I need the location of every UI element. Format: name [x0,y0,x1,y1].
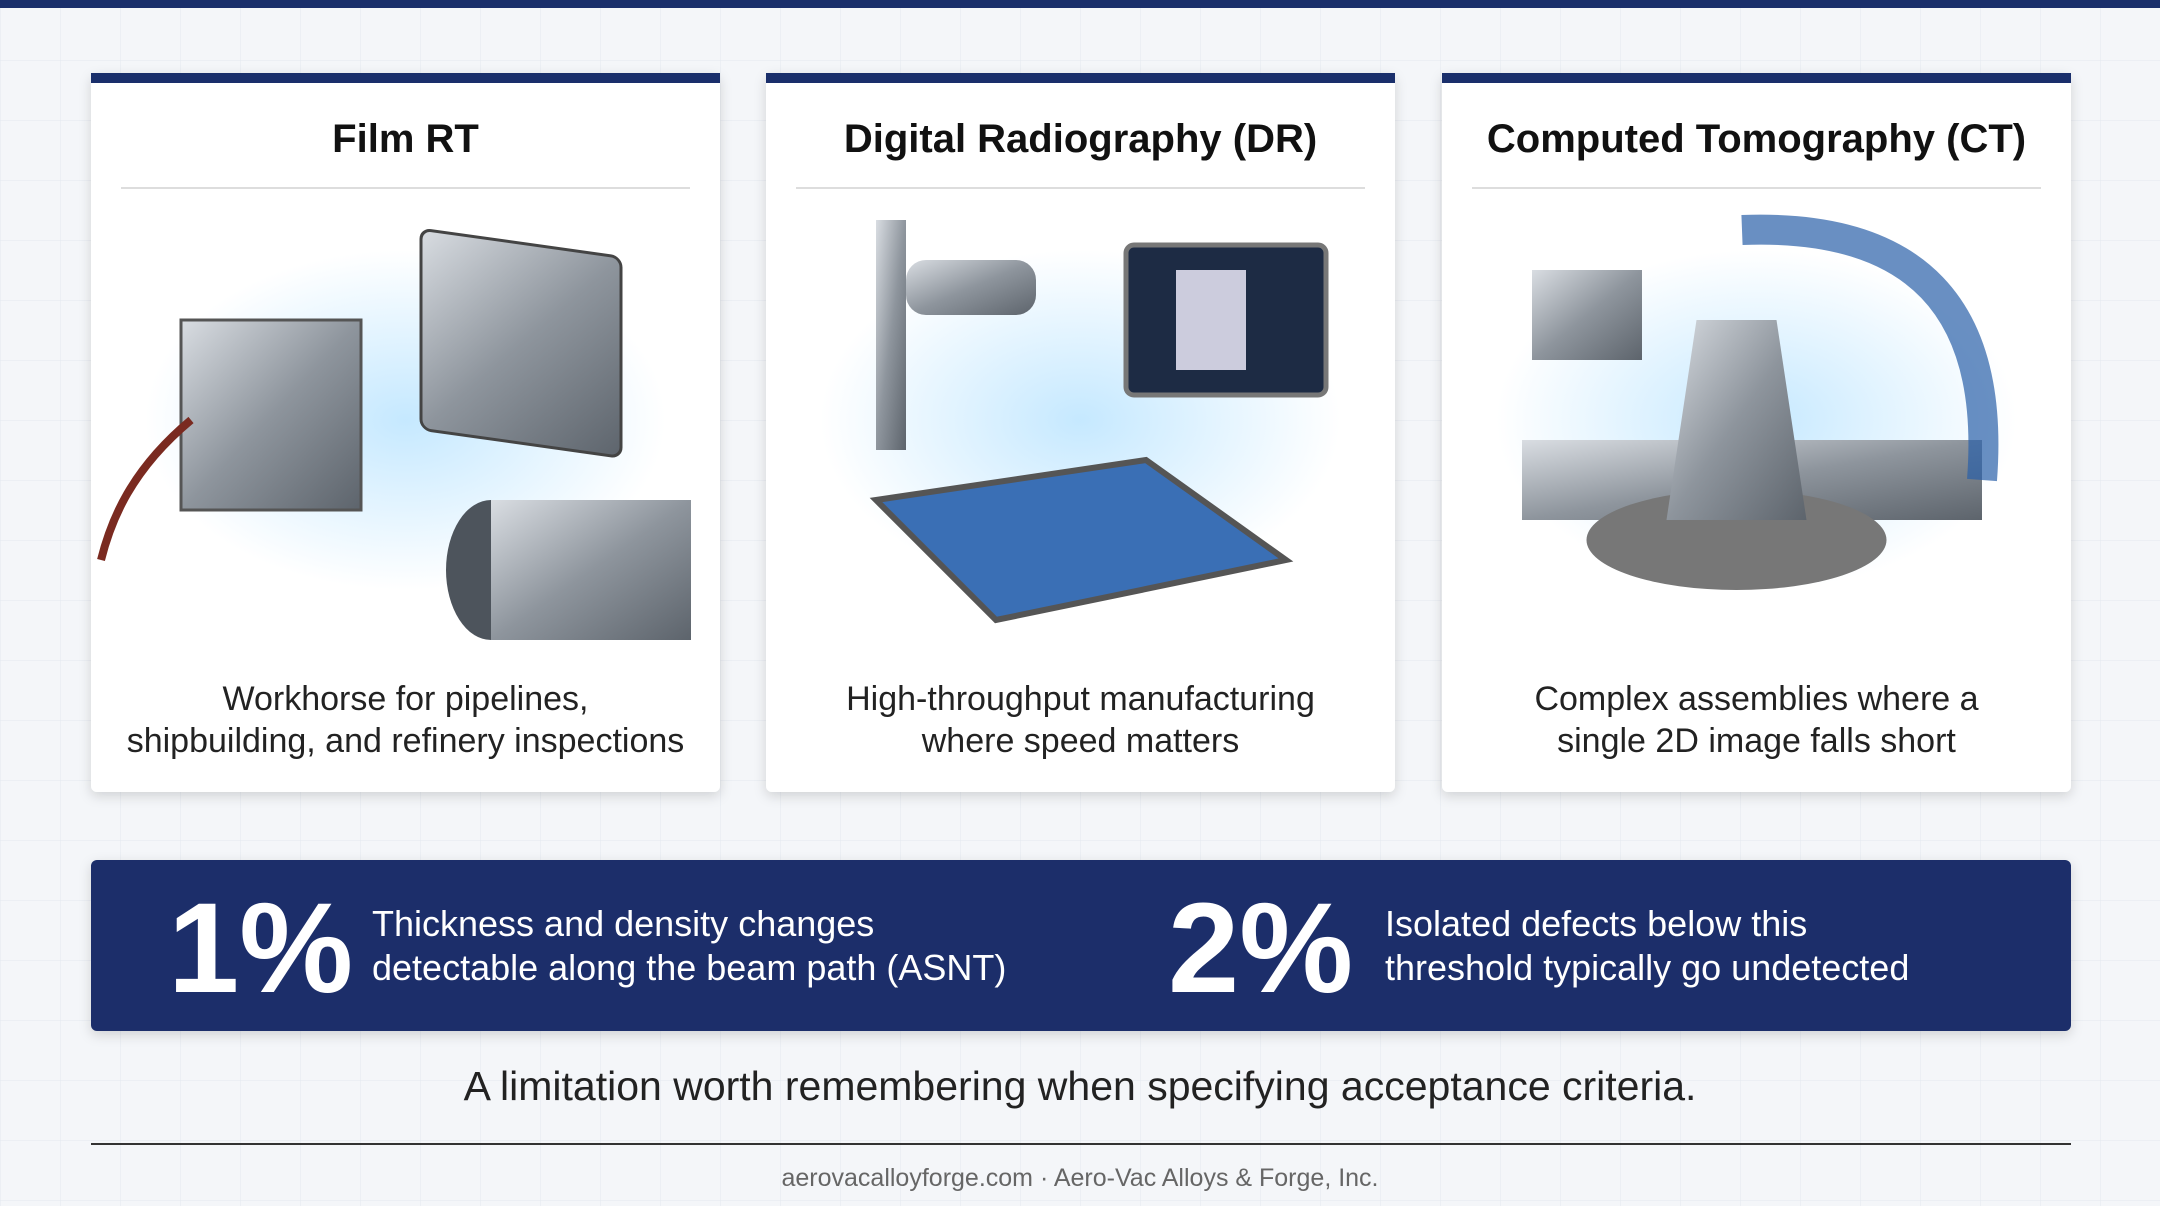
card-title: Film RT [332,117,479,161]
stat-value: 2% [1168,877,1353,1020]
stat-description: Isolated defects below this [1385,903,1807,944]
top-bar [0,0,2160,8]
ct-source [1532,270,1642,360]
detector-plate [869,456,1294,624]
card-caption: single 2D image falls short [1557,722,1956,760]
card-caption: where speed matters [921,722,1240,760]
stats-banner [91,860,2071,1031]
card-title: Computed Tomography (CT) [1487,117,2026,161]
card-top-border [766,73,1395,83]
stat-description: detectable along the beam path (ASNT) [372,947,1006,988]
monitor-image [1176,270,1246,370]
footer: aerovacalloyforge.com · Aero-Vac Alloys … [781,1164,1378,1192]
card-top-border [91,73,720,83]
card-top-border [1442,73,2071,83]
card: Computed Tomography (CT) Complex assembli… [1442,73,2071,792]
card: Digital Radiography (DR) High-throughput … [766,73,1395,792]
tube [906,260,1036,315]
detector-arc [1741,214,1999,482]
film-cassette [419,228,623,458]
stat-value: 1% [168,877,353,1020]
stat-description: threshold typically go undetected [1385,947,1909,988]
card-caption: High-throughput manufacturing [846,680,1315,718]
card-title: Digital Radiography (DR) [844,117,1317,161]
xray-source [179,318,363,512]
column [876,220,906,450]
illustration [820,220,1341,624]
illustration [97,228,691,640]
turntable [1586,490,1887,590]
card-caption: Complex assemblies where a [1534,680,1978,718]
card-caption: shipbuilding, and refinery inspections [127,722,685,760]
card-caption: Workhorse for pipelines, [223,680,589,718]
pipe [491,500,691,640]
card: Film RT Workhorse for pipelines, shipbuild… [91,73,720,792]
note: A limitation worth remembering when spec… [464,1063,1697,1109]
part [1666,320,1807,520]
illustration [1496,214,2017,590]
stat-description: Thickness and density changes [372,903,874,944]
cables [97,416,194,561]
